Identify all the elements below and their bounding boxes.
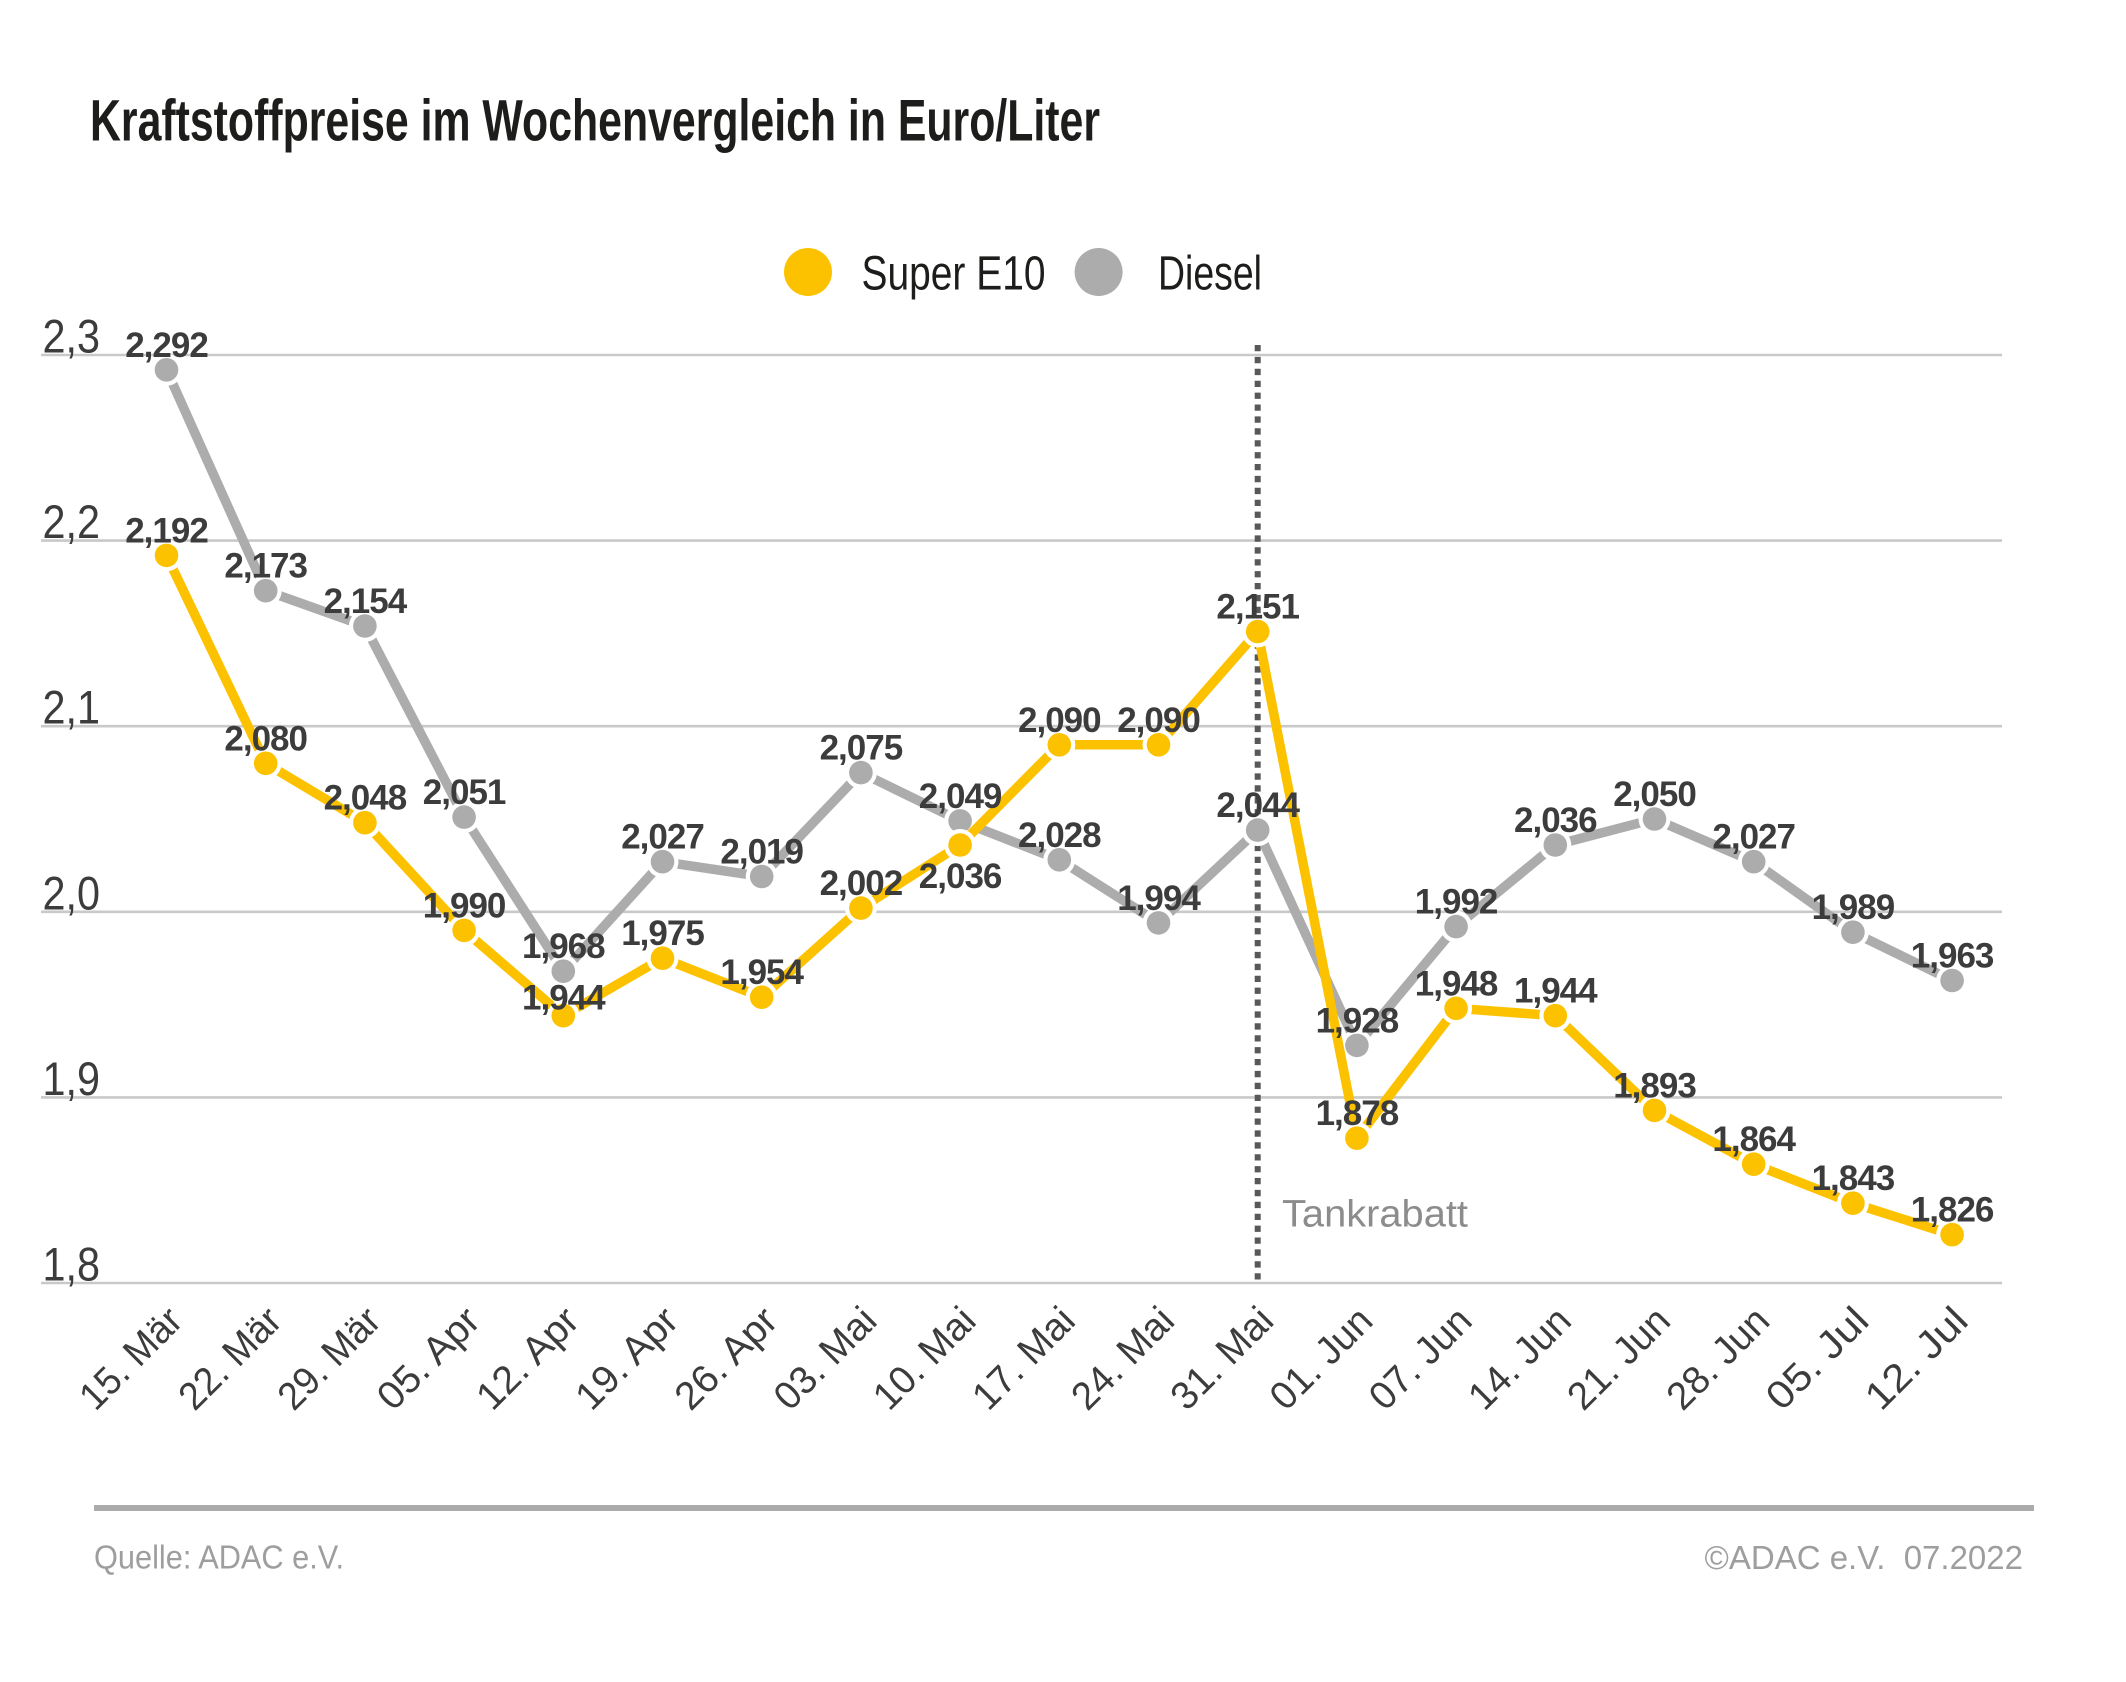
svg-text:2,151: 2,151	[1216, 588, 1299, 627]
svg-text:1,944: 1,944	[1514, 972, 1598, 1011]
svg-text:2,173: 2,173	[224, 547, 307, 586]
svg-text:1,864: 1,864	[1712, 1120, 1796, 1159]
svg-text:2,1: 2,1	[43, 681, 101, 734]
svg-text:2,080: 2,080	[224, 719, 307, 758]
svg-text:2,002: 2,002	[820, 864, 903, 903]
svg-text:2,3: 2,3	[43, 310, 101, 363]
svg-text:Diesel: Diesel	[1158, 248, 1262, 301]
svg-text:1,928: 1,928	[1316, 1001, 1399, 1040]
svg-text:1,878: 1,878	[1316, 1094, 1399, 1133]
svg-text:1,954: 1,954	[720, 953, 804, 992]
svg-text:2,036: 2,036	[1514, 801, 1597, 840]
svg-text:Kraftstoffpreise im Wochenverg: Kraftstoffpreise im Wochenvergleich in E…	[90, 89, 1100, 154]
svg-text:1,994: 1,994	[1117, 879, 1201, 918]
svg-text:1,944: 1,944	[522, 979, 606, 1018]
svg-text:1,992: 1,992	[1415, 883, 1498, 922]
svg-text:2,154: 2,154	[324, 582, 408, 621]
svg-text:2,019: 2,019	[720, 833, 803, 872]
svg-text:2,028: 2,028	[1018, 816, 1101, 855]
svg-text:©ADAC e.V. 07.2022: ©ADAC e.V. 07.2022	[1705, 1539, 2023, 1576]
svg-text:2,027: 2,027	[621, 818, 704, 857]
svg-text:2,036: 2,036	[919, 857, 1002, 896]
svg-text:2,292: 2,292	[125, 326, 208, 365]
svg-text:2,0: 2,0	[43, 866, 101, 919]
svg-text:1,990: 1,990	[423, 886, 506, 925]
svg-text:2,090: 2,090	[1117, 701, 1200, 740]
svg-text:1,843: 1,843	[1812, 1159, 1895, 1198]
svg-text:1,975: 1,975	[621, 914, 704, 953]
svg-text:1,963: 1,963	[1911, 937, 1994, 976]
svg-text:1,948: 1,948	[1415, 964, 1498, 1003]
svg-text:2,075: 2,075	[820, 729, 903, 768]
svg-text:Super E10: Super E10	[862, 248, 1046, 301]
svg-text:2,192: 2,192	[125, 511, 208, 550]
svg-text:1,826: 1,826	[1911, 1191, 1994, 1230]
svg-text:2,027: 2,027	[1712, 818, 1795, 857]
svg-text:2,2: 2,2	[43, 495, 101, 548]
svg-text:1,893: 1,893	[1613, 1066, 1696, 1105]
svg-text:2,044: 2,044	[1216, 786, 1300, 825]
svg-text:2,050: 2,050	[1613, 775, 1696, 814]
svg-text:2,048: 2,048	[324, 779, 407, 818]
svg-text:1,8: 1,8	[43, 1238, 101, 1291]
svg-text:1,989: 1,989	[1812, 888, 1895, 927]
svg-text:Tankrabatt: Tankrabatt	[1282, 1194, 1468, 1236]
svg-text:Quelle: ADAC e.V.: Quelle: ADAC e.V.	[94, 1539, 344, 1576]
svg-text:2,051: 2,051	[423, 773, 506, 812]
svg-text:1,9: 1,9	[43, 1052, 101, 1105]
svg-text:1,968: 1,968	[522, 927, 605, 966]
svg-text:2,049: 2,049	[919, 777, 1002, 816]
svg-text:2,090: 2,090	[1018, 701, 1101, 740]
